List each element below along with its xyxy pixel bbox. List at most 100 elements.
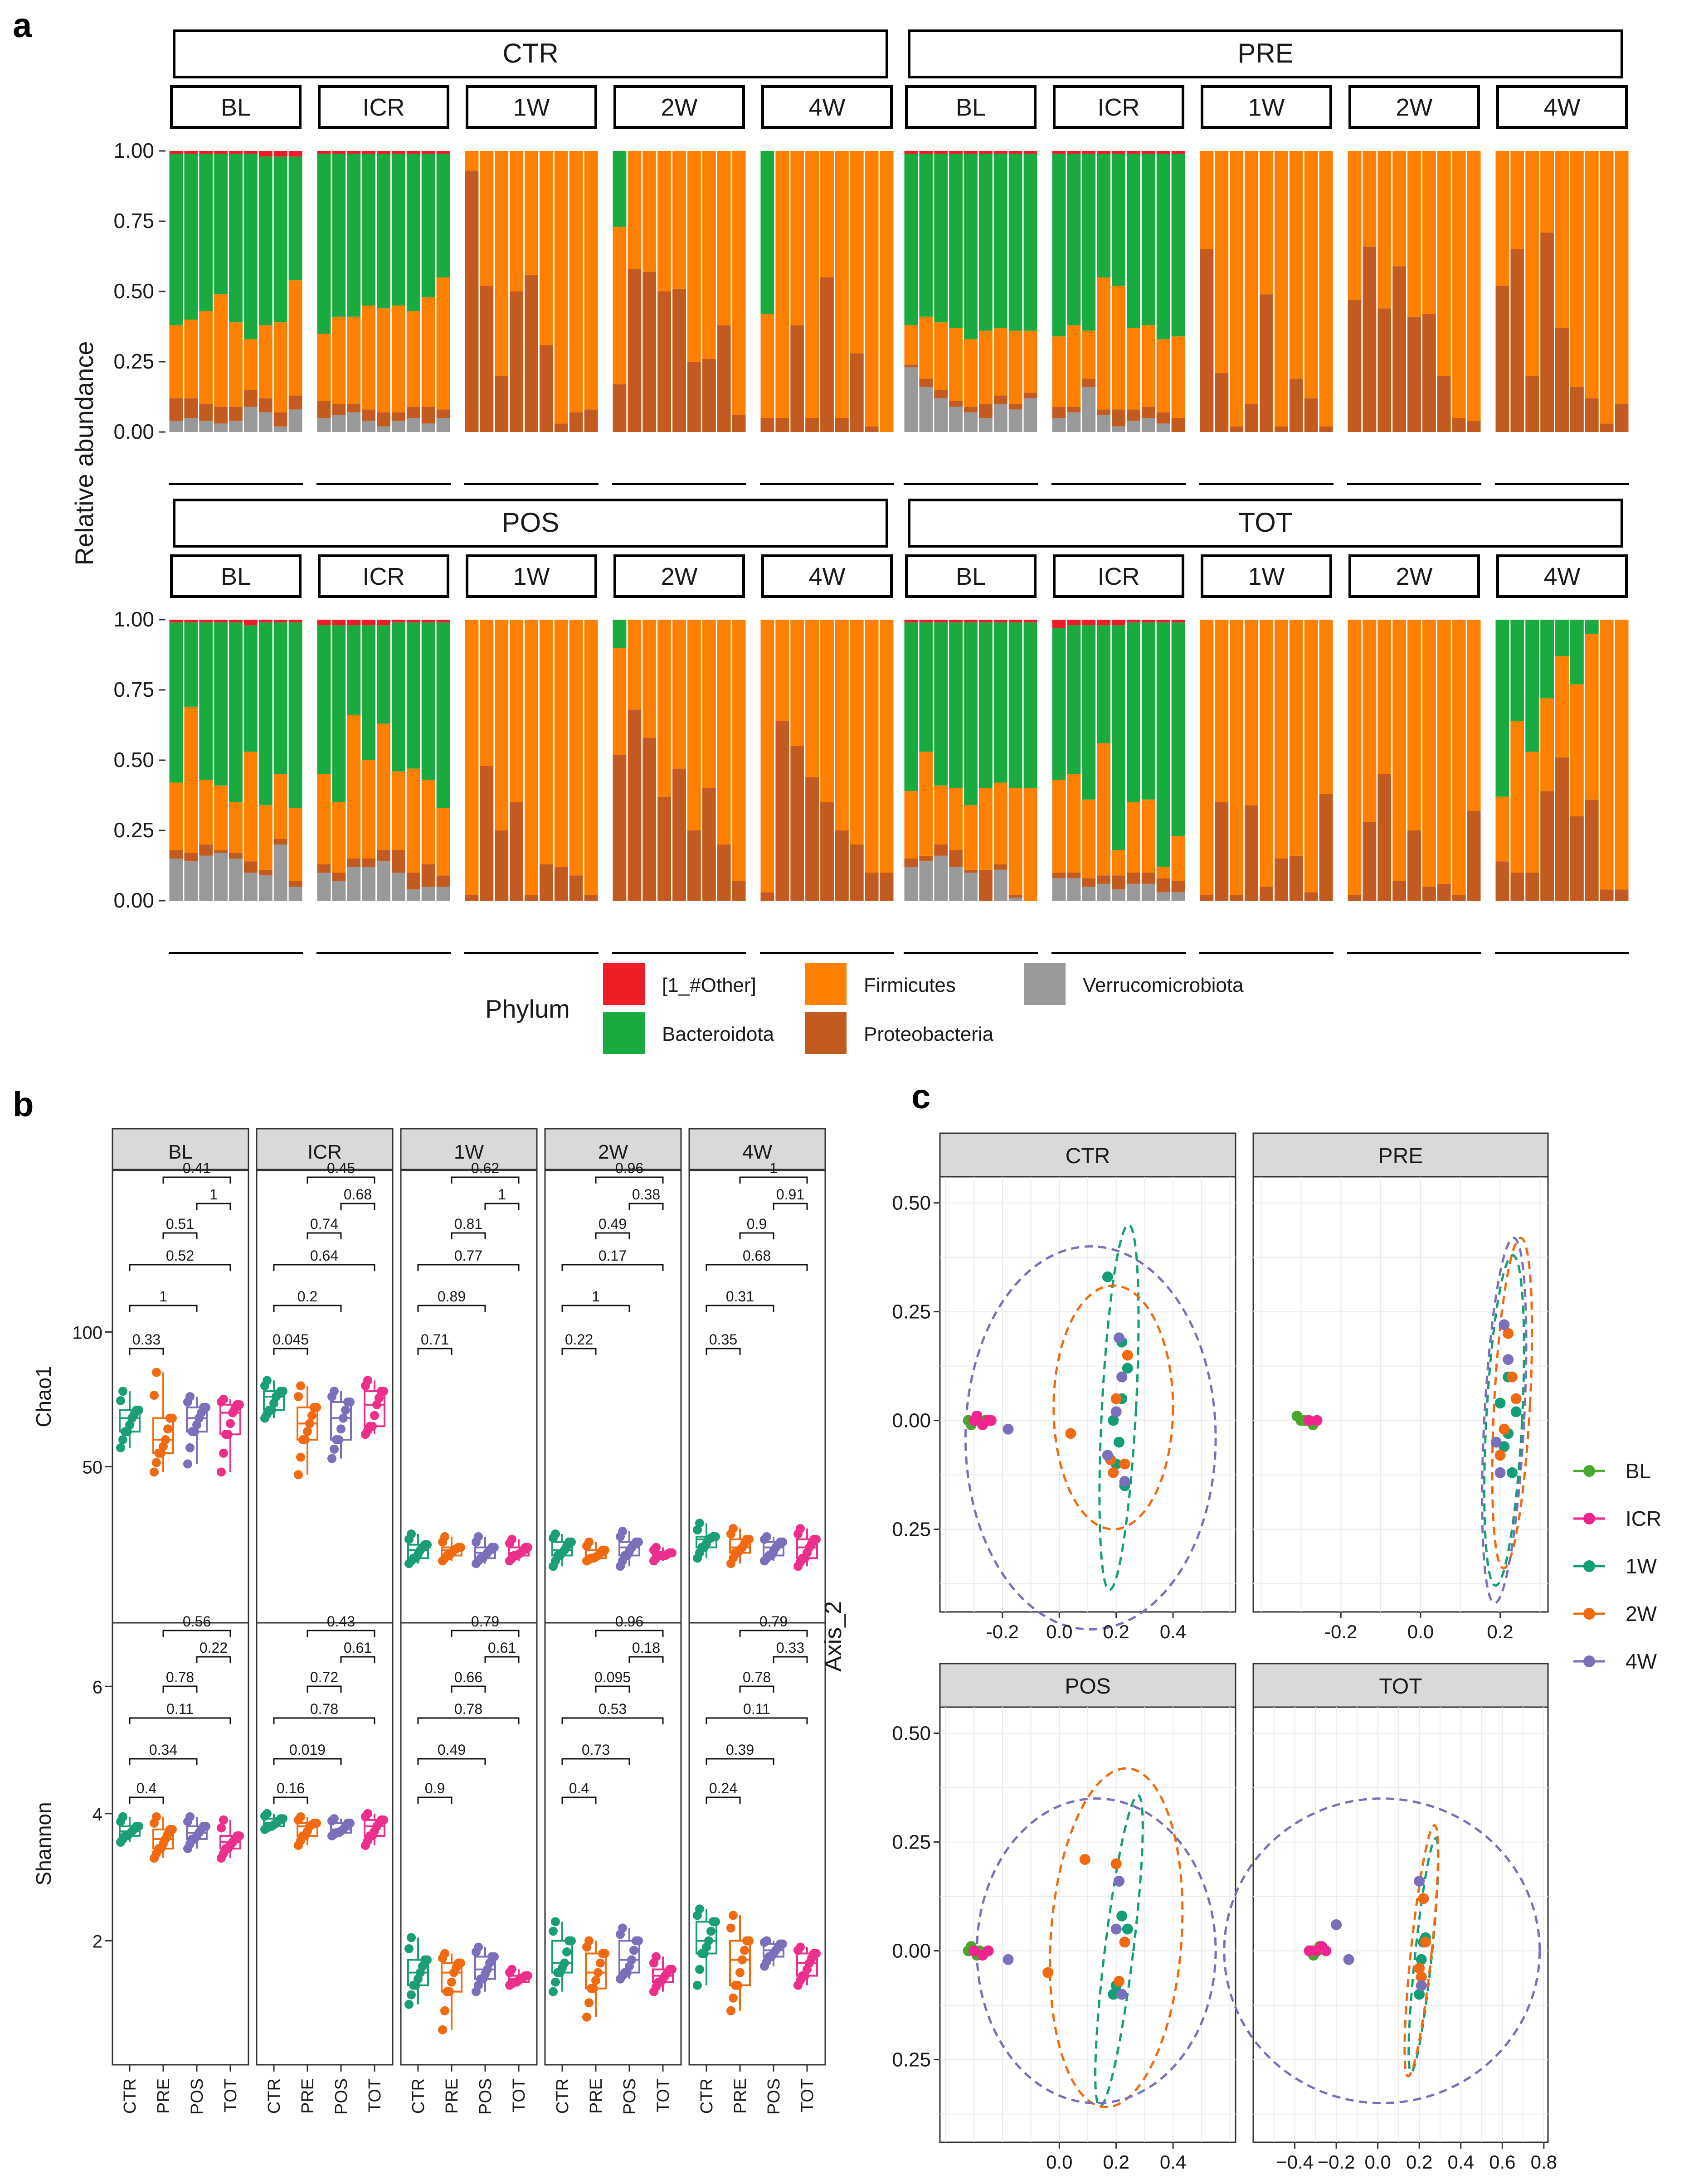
bar-segment-verrucomicrobiota <box>199 855 213 901</box>
bar-segment-proteobacteria <box>702 359 716 432</box>
bar-segment-proteobacteria <box>584 409 598 432</box>
group-strip-label: CTR <box>502 38 558 68</box>
x-tick-label: 0.0 <box>1046 1621 1072 1642</box>
ordination-point <box>1102 1271 1113 1282</box>
bar-segment-verrucomicrobiota <box>1008 409 1022 432</box>
data-point <box>363 1376 372 1385</box>
y-tick-label: 0.25 <box>892 1831 931 1854</box>
bar-segment-verrucomicrobiota <box>288 409 302 432</box>
bar-segment-firmicutes <box>919 752 933 856</box>
bar-segment-firmicutes <box>1171 336 1185 418</box>
bar-segment-proteobacteria <box>391 850 405 873</box>
confidence-ellipse <box>964 1245 1217 1631</box>
data-point <box>296 1381 305 1391</box>
ordination-point <box>1311 1415 1323 1426</box>
bar-segment-other <box>1112 620 1125 626</box>
bar-segment-other <box>919 620 933 623</box>
bar-segment-firmicutes <box>964 805 978 870</box>
pvalue-label: 0.33 <box>132 1331 161 1348</box>
bar-segment-proteobacteria <box>717 844 731 901</box>
bar-segment-bacteroidota <box>964 154 978 340</box>
bar-segment-bacteroidota <box>391 154 405 306</box>
bar-segment-firmicutes <box>1052 780 1066 873</box>
bar-segment-bacteroidota <box>229 154 243 323</box>
data-point <box>404 1944 414 1953</box>
bar-segment-bacteroidota <box>964 622 978 806</box>
ordination-point <box>1108 1989 1119 2000</box>
bar-segment-verrucomicrobiota <box>214 423 228 432</box>
bar-segment-firmicutes <box>1097 743 1111 876</box>
bar-segment-bacteroidota <box>1112 154 1125 286</box>
x-tick-label: POS <box>476 2078 495 2115</box>
bar-segment-bacteroidota <box>1082 625 1096 800</box>
x-tick-label: CTR <box>121 2078 140 2114</box>
legend-label-firmicutes: Firmicutes <box>864 974 956 996</box>
x-tick-label: 0.4 <box>1160 1621 1186 1642</box>
bar-segment-firmicutes <box>1023 788 1037 901</box>
bar-segment-firmicutes <box>258 325 273 398</box>
bar-segment-proteobacteria <box>628 709 642 901</box>
bar-segment-proteobacteria <box>362 859 376 867</box>
data-point <box>294 1470 303 1480</box>
ordination-point <box>1420 1936 1431 1948</box>
ordination-point <box>1304 1945 1315 1956</box>
timepoint-strip <box>761 85 893 129</box>
bar-segment-firmicutes <box>1304 151 1318 398</box>
bar-segment-firmicutes <box>1052 336 1066 407</box>
bar-segment-bacteroidota <box>978 622 993 788</box>
bar-segment-proteobacteria <box>1467 811 1481 901</box>
bar-segment-bacteroidota <box>214 622 228 786</box>
bar-segment-firmicutes <box>1274 151 1288 427</box>
data-point <box>312 1818 321 1828</box>
pvalue-label: 0.78 <box>166 1669 194 1685</box>
bar-segment-proteobacteria <box>1319 794 1333 901</box>
data-point <box>584 1537 594 1547</box>
bar-segment-other <box>391 151 405 154</box>
bar-segment-firmicutes <box>258 805 273 870</box>
bar-segment-bacteroidota <box>184 154 198 320</box>
legend-title: Phylum <box>485 995 570 1023</box>
bar-segment-proteobacteria <box>672 288 686 432</box>
bar-segment-firmicutes <box>1377 151 1392 309</box>
bar-segment-proteobacteria <box>1156 878 1170 893</box>
data-point <box>729 1524 738 1534</box>
data-point <box>217 1823 226 1833</box>
bar-segment-proteobacteria <box>199 844 213 856</box>
timepoint-strip <box>905 85 1037 129</box>
bar-segment-proteobacteria <box>1407 830 1421 901</box>
data-point <box>134 1821 143 1831</box>
bar-segment-bacteroidota <box>391 622 405 772</box>
facet-strip <box>688 1128 826 1170</box>
bar-segment-proteobacteria <box>1348 300 1362 432</box>
bar-segment-proteobacteria <box>1245 805 1259 901</box>
data-point <box>363 1809 372 1818</box>
bar-segment-firmicutes <box>199 780 213 844</box>
bar-segment-proteobacteria <box>865 873 879 901</box>
data-point <box>330 1814 339 1824</box>
data-point <box>733 1980 742 1990</box>
bar-segment-proteobacteria <box>214 407 228 424</box>
data-point <box>812 1534 821 1544</box>
facet-strip-label: PRE <box>1378 1144 1423 1168</box>
timepoint-strip <box>1348 85 1480 129</box>
facet-panel <box>688 1622 826 2066</box>
data-point <box>745 1534 754 1544</box>
data-point <box>735 1968 745 1977</box>
bar-segment-firmicutes <box>978 788 993 870</box>
timepoint-strip-label: 2W <box>661 94 698 121</box>
bar-segment-proteobacteria <box>1215 802 1229 901</box>
data-point <box>589 1984 598 1993</box>
bar-segment-other <box>184 151 198 154</box>
bar-segment-verrucomicrobiota <box>406 889 420 901</box>
bar-segment-firmicutes <box>391 771 405 850</box>
bar-segment-bacteroidota <box>1097 625 1111 743</box>
bar-segment-verrucomicrobiota <box>1112 426 1125 432</box>
bar-segment-firmicutes <box>525 620 538 895</box>
bar-segment-proteobacteria <box>1555 757 1569 901</box>
bar-segment-firmicutes <box>613 648 627 755</box>
data-point <box>150 1391 159 1400</box>
pvalue-bracket <box>561 1264 664 1271</box>
data-point <box>711 1532 720 1541</box>
pvalue-bracket <box>451 1685 486 1693</box>
bar-segment-proteobacteria <box>657 291 672 432</box>
